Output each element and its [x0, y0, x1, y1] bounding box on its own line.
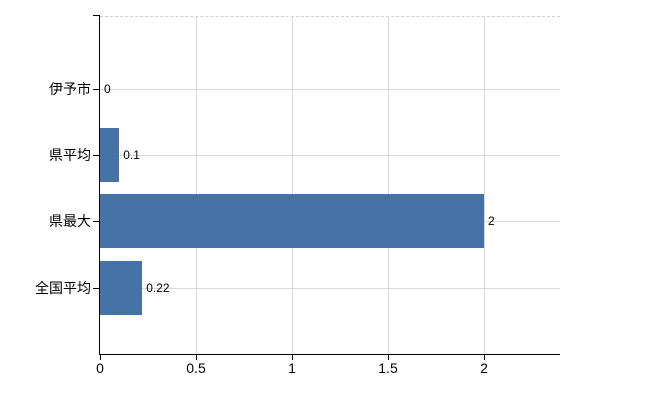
- x-axis-tick: [484, 354, 485, 360]
- y-axis-tick: [93, 89, 100, 90]
- gridline-vertical: [388, 16, 389, 354]
- bar-value-label: 0.1: [123, 148, 140, 162]
- x-tick-label: 0: [96, 360, 104, 376]
- category-label: 県平均: [49, 147, 91, 163]
- gridline-horizontal: [100, 89, 560, 90]
- gridline-horizontal: [100, 155, 560, 156]
- x-axis-tick: [388, 354, 389, 360]
- gridline-vertical: [196, 16, 197, 354]
- plot-top-border: [100, 16, 560, 17]
- x-tick-label: 2: [480, 360, 488, 376]
- bar-value-label: 2: [488, 214, 495, 228]
- bar: [100, 128, 120, 182]
- x-axis-tick: [292, 354, 293, 360]
- bar-value-label: 0: [104, 82, 111, 96]
- bar-value-label: 0.22: [146, 281, 170, 295]
- y-axis-end-tick: [93, 15, 100, 16]
- x-tick-label: 1: [288, 360, 296, 376]
- category-label: 県最大: [49, 213, 91, 229]
- x-tick-label: 0.5: [186, 360, 206, 376]
- x-axis-tick: [100, 354, 101, 360]
- y-axis-tick: [93, 155, 100, 156]
- y-axis-line: [99, 15, 100, 355]
- x-tick-label: 1.5: [378, 360, 398, 376]
- y-axis-tick: [93, 288, 100, 289]
- y-axis-tick: [93, 221, 100, 222]
- x-axis-line: [99, 354, 560, 355]
- bar: [100, 261, 143, 315]
- gridline-vertical: [292, 16, 293, 354]
- category-label: 伊予市: [49, 81, 91, 97]
- gridline-horizontal: [100, 288, 560, 289]
- gridline-vertical: [484, 16, 485, 354]
- bar: [100, 194, 484, 248]
- category-label: 全国平均: [35, 280, 91, 296]
- x-axis-tick: [196, 354, 197, 360]
